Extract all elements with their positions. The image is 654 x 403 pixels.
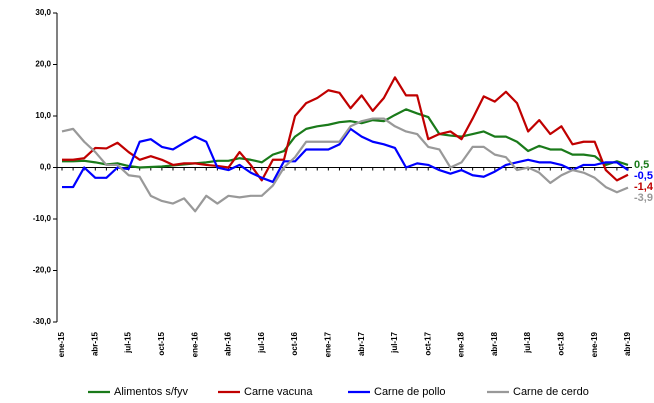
y-tick-label: 20,0 [35, 60, 51, 69]
x-tick-label: ene-15 [57, 331, 66, 357]
series-line [62, 127, 629, 189]
x-tick-label: ene-17 [323, 331, 332, 357]
x-tick-label: jul-17 [390, 331, 399, 353]
x-tick-label: jul-16 [257, 331, 266, 353]
legend-label: Carne de pollo [374, 386, 446, 398]
x-tick-label: jul-18 [523, 331, 532, 353]
y-tick-label: 10,0 [35, 111, 51, 120]
x-tick-label: oct-15 [157, 331, 166, 355]
x-tick-label: jul-15 [124, 331, 133, 353]
y-tick-label: 30,0 [35, 8, 51, 17]
y-tick-label: -30,0 [33, 317, 52, 326]
series-line [62, 108, 629, 169]
end-label: -0,5 [634, 170, 653, 182]
series-line [61, 117, 629, 213]
x-tick-label: abr-17 [357, 331, 366, 356]
x-tick-label: abr-19 [623, 331, 632, 356]
legend-label: Carne vacuna [244, 386, 313, 398]
y-tick-label: -20,0 [33, 266, 52, 275]
y-tick-label: 0,0 [40, 163, 52, 172]
x-tick-label: oct-16 [290, 331, 299, 355]
x-tick-label: oct-18 [557, 331, 566, 355]
x-tick-label: oct-17 [423, 331, 432, 355]
end-label: -3,9 [634, 192, 653, 204]
y-tick-label: -10,0 [33, 214, 52, 223]
x-tick-label: ene-18 [457, 331, 466, 357]
end-label: -1,4 [634, 181, 654, 193]
x-tick-label: abr-18 [490, 331, 499, 356]
x-tick-label: ene-16 [190, 331, 199, 357]
x-tick-label: abr-16 [224, 331, 233, 356]
legend-label: Alimentos s/fyv [114, 386, 188, 398]
series-line [62, 76, 629, 182]
x-tick-label: ene-19 [590, 331, 599, 357]
end-label: 0,5 [634, 159, 649, 171]
legend-label: Carne de cerdo [513, 386, 589, 398]
x-tick-label: abr-15 [90, 331, 99, 356]
